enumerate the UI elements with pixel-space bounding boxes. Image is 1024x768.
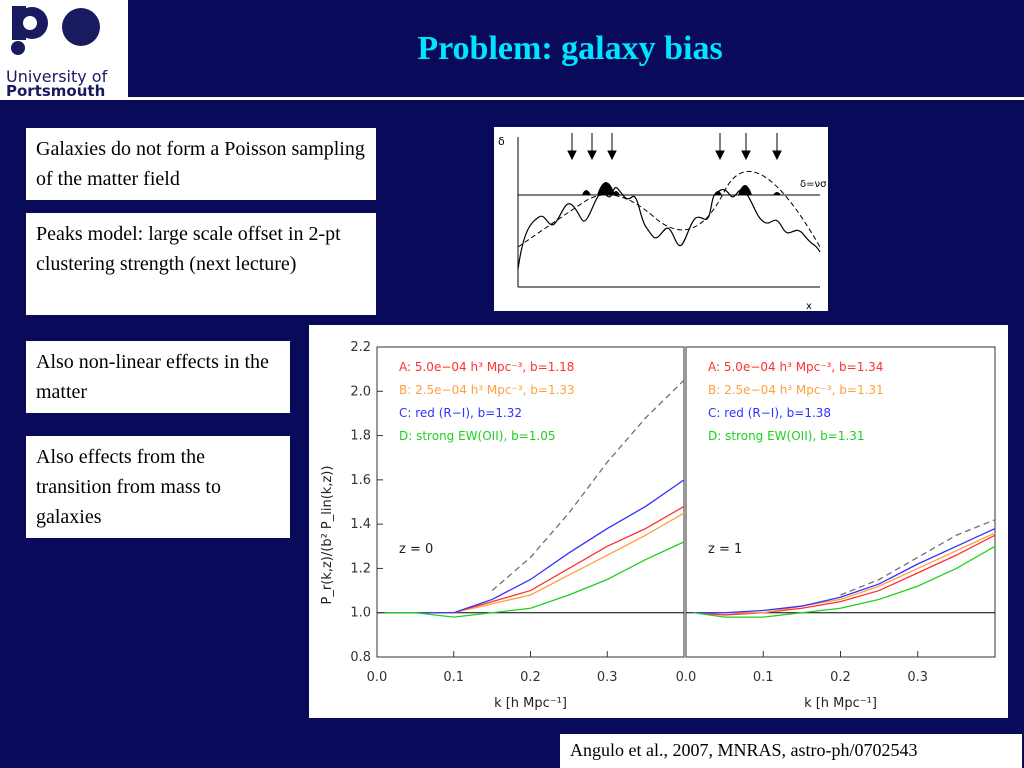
y-tick-label: 2.0 (350, 384, 371, 399)
peak-2 (597, 182, 615, 195)
peaks-field-curve (517, 186, 821, 270)
series-line-D (693, 545, 996, 618)
x-axis-label: k [h Mpc⁻¹] (804, 696, 877, 711)
series-line-D (384, 541, 685, 618)
university-logo: University of Portsmouth (0, 0, 128, 100)
x-tick-label: 0.1 (443, 670, 464, 685)
x-tick-label: 0.3 (907, 670, 928, 685)
citation: Angulo et al., 2007, MNRAS, astro-ph/070… (560, 734, 1022, 768)
peaks-diagram: δ δ=νσ x (494, 127, 828, 312)
logo-mark: University of Portsmouth (6, 6, 108, 100)
peaks-threshold-label: δ=νσ (800, 179, 827, 190)
dashed-series-line (840, 519, 996, 596)
peaks-diagram-svg: δ δ=νσ x (498, 133, 827, 312)
peaks-xlabel: x (806, 301, 812, 311)
legend-entry: B: 2.5e−04 h³ Mpc⁻³, b=1.31 (708, 383, 884, 397)
text-box-poisson: Galaxies do not form a Poisson sampling … (26, 128, 376, 200)
legend-entry: A: 5.0e−04 h³ Mpc⁻³, b=1.34 (708, 360, 883, 374)
series-line-C (384, 479, 685, 614)
y-tick-label: 0.8 (350, 650, 371, 665)
redshift-annotation: z = 1 (708, 542, 742, 557)
dashed-series-line (491, 379, 685, 592)
peak-1 (582, 190, 591, 195)
peak-5 (738, 185, 752, 195)
legend-entry: D: strong EW(OII), b=1.05 (399, 429, 555, 443)
x-tick-label: 0.2 (520, 670, 541, 685)
legend-entry: D: strong EW(OII), b=1.31 (708, 429, 864, 443)
x-tick-label: 0.3 (597, 670, 618, 685)
series-line-B (693, 532, 996, 614)
peak-4 (714, 191, 722, 195)
series-line-C (693, 527, 996, 614)
peak-6 (773, 192, 781, 195)
legend-entry: A: 5.0e−04 h³ Mpc⁻³, b=1.18 (399, 360, 574, 374)
x-tick-label: 0.2 (830, 670, 851, 685)
redshift-annotation: z = 0 (399, 542, 433, 557)
x-tick-label: 0.0 (676, 670, 697, 685)
legend-entry: C: red (R−I), b=1.38 (708, 406, 831, 420)
x-tick-label: 0.1 (753, 670, 774, 685)
series-line-A (693, 534, 996, 616)
y-axis-label-text: P_r(k,z)/(b² P_lin(k,z)) (320, 466, 335, 605)
legend-entry: B: 2.5e−04 h³ Mpc⁻³, b=1.33 (399, 383, 575, 397)
logo-line2: Portsmouth (6, 82, 105, 100)
peaks-ylabel: δ (498, 135, 505, 148)
y-tick-label: 1.6 (350, 473, 371, 488)
peak-arrows (567, 133, 782, 161)
logo-line1: University of (6, 67, 108, 86)
x-tick-label: 0.0 (367, 670, 388, 685)
text-box-nonlinear: Also non-linear effects in the matter (26, 341, 290, 413)
y-tick-label: 1.2 (350, 561, 371, 576)
y-tick-label: 1.8 (350, 429, 371, 444)
y-tick-label: 1.0 (350, 606, 371, 621)
y-tick-label: 1.4 (350, 517, 371, 532)
bias-chart-svg: P_r(k,z)/(b² P_lin(k,z)) 0.0 0.1 0.2 0.3 0.8… (320, 340, 996, 711)
text-box-peaks-model: Peaks model: large scale offset in 2-pt … (26, 213, 376, 315)
y-tick-label: 2.2 (350, 340, 371, 355)
slide-title: Problem: galaxy bias (417, 30, 723, 67)
bias-chart: P_r(k,z)/(b² P_lin(k,z)) 0.0 0.1 0.2 0.3 0.8… (309, 325, 1008, 718)
series-line-A (384, 505, 685, 614)
x-axis-label: k [h Mpc⁻¹] (494, 696, 567, 711)
text-box-mass-galaxies: Also effects from the transition from ma… (26, 436, 290, 538)
legend-entry: C: red (R−I), b=1.32 (399, 406, 522, 420)
y-axis-label: P_r(k,z)/(b² P_lin(k,z)) (320, 466, 335, 605)
header-rule (128, 97, 1024, 100)
peak-3 (612, 191, 620, 195)
